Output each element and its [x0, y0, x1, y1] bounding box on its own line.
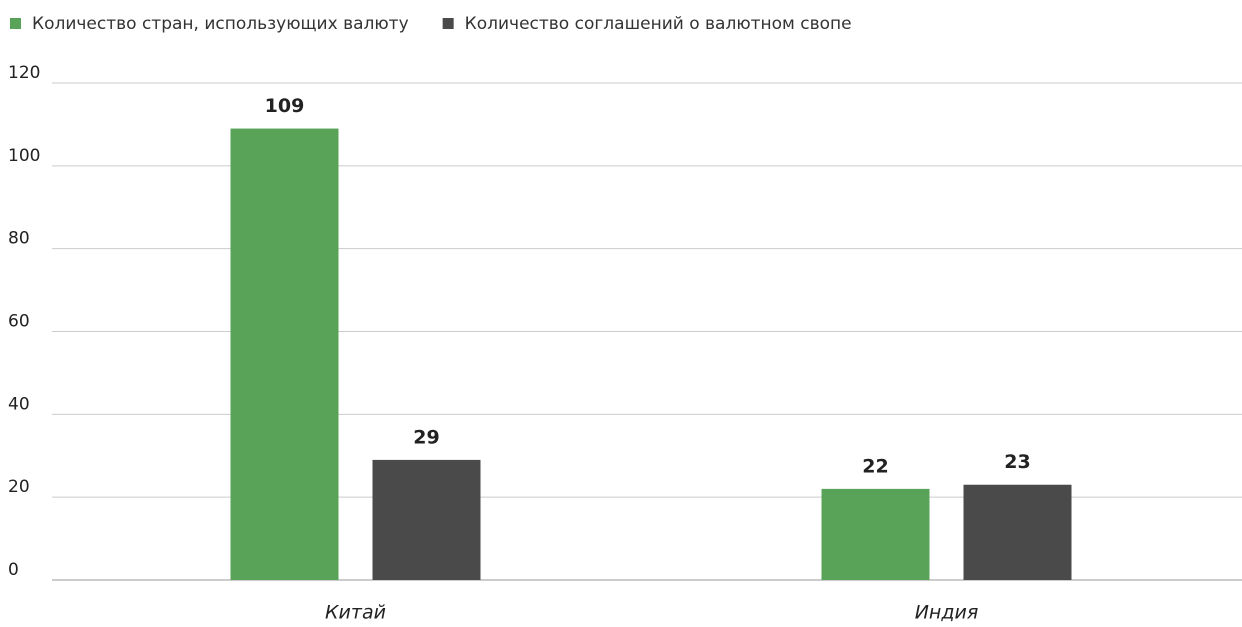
y-tick-label: 80	[8, 229, 30, 249]
data-label: 23	[1004, 451, 1030, 473]
x-tick-label: Индия	[915, 602, 979, 624]
x-tick-label: Китай	[325, 602, 386, 624]
y-tick-label: 120	[8, 63, 40, 83]
y-tick-label: 40	[8, 394, 30, 414]
bar	[372, 459, 481, 580]
y-tick-label: 20	[8, 477, 30, 497]
bar	[821, 488, 930, 580]
data-label: 29	[413, 426, 439, 448]
bar	[230, 128, 339, 580]
bar	[963, 484, 1072, 580]
legend-marker	[10, 18, 21, 29]
y-tick-label: 100	[8, 146, 40, 166]
legend-label: Количество стран, использующих валюту	[32, 14, 409, 34]
data-label: 109	[265, 95, 305, 117]
legend-marker	[442, 18, 454, 29]
legend-label: Количество соглашений о валютном свопе	[465, 14, 852, 34]
y-tick-label: 60	[8, 312, 30, 332]
data-label: 22	[862, 455, 888, 477]
y-tick-label: 0	[8, 560, 19, 580]
